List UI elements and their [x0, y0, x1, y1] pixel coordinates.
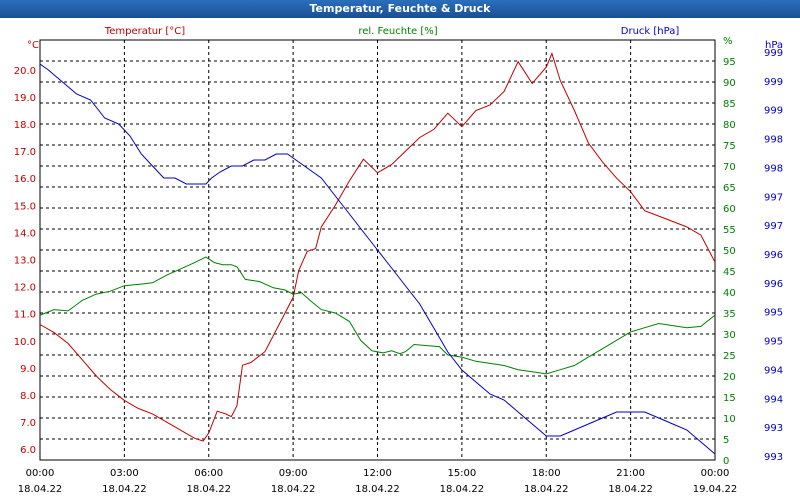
humidity-tick-label: 85: [723, 99, 736, 110]
temperature-tick-label: 13.0: [14, 255, 36, 266]
humidity-tick-label: 15: [723, 393, 736, 404]
x-tick-time: 18:00: [532, 468, 561, 479]
temperature-tick-label: 12.0: [14, 283, 36, 294]
humidity-tick-label: 45: [723, 267, 736, 278]
temperature-tick-label: 8.0: [20, 391, 36, 402]
x-tick-date: 18.04.22: [271, 484, 316, 495]
pressure-unit: hPa: [765, 40, 783, 51]
humidity-tick-label: 40: [723, 288, 736, 299]
x-tick-time: 00:00: [701, 468, 730, 479]
humidity-tick-label: 90: [723, 78, 736, 89]
humidity-tick-label: 95: [723, 57, 736, 68]
temperature-unit: °C: [27, 40, 39, 51]
pressure-tick-label: 996: [764, 279, 783, 290]
x-tick-time: 03:00: [110, 468, 139, 479]
pressure-axis-label: Druck [hPa]: [621, 26, 680, 37]
pressure-tick-label: 999: [764, 77, 783, 88]
pressure-tick-label: 999: [764, 48, 783, 59]
x-tick-date: 18.04.22: [440, 484, 485, 495]
humidity-axis-label: rel. Feuchte [%]: [358, 26, 437, 37]
humidity-tick-label: 55: [723, 225, 736, 236]
humidity-tick-label: 20: [723, 372, 736, 383]
temperature-series-line: [39, 52, 716, 442]
x-tick-date: 18.04.22: [608, 484, 653, 495]
temperature-tick-label: 16.0: [14, 174, 36, 185]
temperature-tick-label: 10.0: [14, 337, 36, 348]
humidity-tick-label: 50: [723, 246, 736, 257]
x-tick-time: 00:00: [26, 468, 55, 479]
humidity-tick-label: 75: [723, 141, 736, 152]
temperature-tick-label: 17.0: [14, 147, 36, 158]
temperature-tick-label: 14.0: [14, 228, 36, 239]
temperature-tick-label: 19.0: [14, 93, 36, 104]
temperature-tick-label: 11.0: [14, 310, 36, 321]
x-tick-time: 06:00: [194, 468, 223, 479]
pressure-tick-label: 999: [764, 106, 783, 117]
window-title: Temperatur, Feuchte & Druck: [0, 0, 800, 18]
pressure-tick-label: 997: [764, 221, 783, 232]
temperature-tick-label: 18.0: [14, 120, 36, 131]
x-tick-date: 18.04.22: [18, 484, 63, 495]
temperature-tick-label: 15.0: [14, 201, 36, 212]
humidity-tick-label: 65: [723, 183, 736, 194]
pressure-tick-label: 998: [764, 163, 783, 174]
pressure-tick-label: 996: [764, 250, 783, 261]
x-tick-time: 09:00: [279, 468, 308, 479]
x-tick-date: 18.04.22: [186, 484, 231, 495]
x-tick-date: 18.04.22: [524, 484, 569, 495]
humidity-tick-label: 60: [723, 204, 736, 215]
pressure-tick-label: 998: [764, 135, 783, 146]
humidity-tick-label: 0: [723, 456, 729, 467]
humidity-tick-label: 80: [723, 120, 736, 131]
x-tick-time: 15:00: [447, 468, 476, 479]
pressure-tick-label: 995: [764, 308, 783, 319]
temperature-tick-label: 9.0: [20, 364, 36, 375]
humidity-tick-label: 70: [723, 162, 736, 173]
temperature-axis-label: Temperatur [°C]: [104, 26, 185, 37]
humidity-tick-label: 25: [723, 351, 736, 362]
pressure-tick-label: 993: [764, 452, 783, 463]
pressure-tick-label: 995: [764, 337, 783, 348]
x-tick-date: 18.04.22: [355, 484, 400, 495]
humidity-series-line: [39, 256, 716, 375]
x-tick-date: 18.04.22: [102, 484, 147, 495]
pressure-tick-label: 994: [764, 365, 783, 376]
x-tick-time: 12:00: [363, 468, 392, 479]
x-tick-time: 21:00: [616, 468, 645, 479]
temperature-tick-label: 6.0: [20, 445, 36, 456]
pressure-tick-label: 994: [764, 394, 783, 405]
temperature-tick-label: 7.0: [20, 418, 36, 429]
humidity-tick-label: %: [723, 36, 733, 47]
humidity-tick-label: 35: [723, 309, 736, 320]
pressure-tick-label: 997: [764, 192, 783, 203]
x-tick-date: 19.04.22: [693, 484, 738, 495]
humidity-tick-label: 30: [723, 330, 736, 341]
pressure-series-line: [39, 63, 716, 455]
pressure-tick-label: 993: [764, 423, 783, 434]
temperature-tick-label: 20.0: [14, 66, 36, 77]
humidity-tick-label: 5: [723, 435, 729, 446]
humidity-tick-label: 10: [723, 414, 736, 425]
